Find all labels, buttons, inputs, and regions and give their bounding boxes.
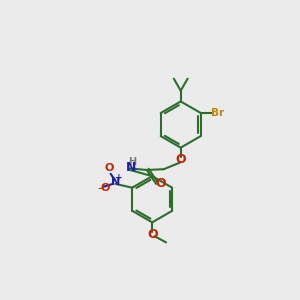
Text: O: O	[176, 154, 186, 166]
Text: H: H	[128, 157, 136, 166]
Text: O: O	[104, 164, 114, 173]
Text: N: N	[125, 161, 136, 174]
Text: O: O	[155, 177, 166, 190]
Text: Br: Br	[211, 108, 224, 118]
Text: O: O	[100, 184, 110, 194]
Text: N: N	[111, 177, 120, 187]
Text: -: -	[98, 182, 102, 195]
Text: +: +	[115, 173, 123, 182]
Text: O: O	[147, 228, 158, 241]
